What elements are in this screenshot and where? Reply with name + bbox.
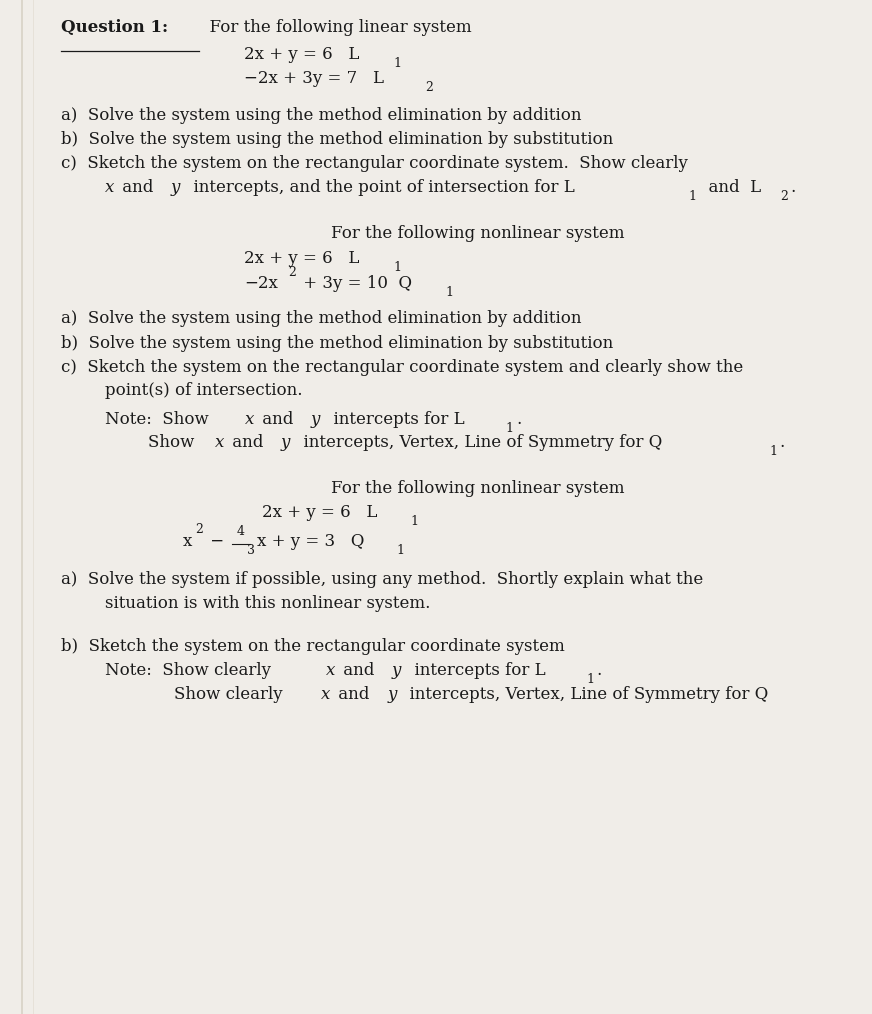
Text: situation is with this nonlinear system.: situation is with this nonlinear system. [105, 595, 430, 612]
Text: 1: 1 [396, 544, 404, 557]
Text: 2x + y = 6   L: 2x + y = 6 L [262, 504, 377, 521]
Text: 2: 2 [195, 523, 203, 536]
Text: −2x: −2x [244, 275, 278, 292]
Text: and: and [117, 178, 159, 196]
Text: a)  Solve the system using the method elimination by addition: a) Solve the system using the method eli… [61, 310, 582, 328]
Text: x: x [215, 434, 224, 451]
Text: .: . [780, 434, 785, 451]
Text: and: and [227, 434, 269, 451]
Text: y: y [311, 411, 321, 428]
Text: Show: Show [148, 434, 200, 451]
Text: 1: 1 [769, 445, 777, 458]
Text: 2: 2 [780, 190, 787, 203]
Text: .: . [516, 411, 521, 428]
Text: 1: 1 [688, 190, 696, 203]
Text: Note:  Show clearly: Note: Show clearly [105, 662, 276, 679]
Text: b)  Solve the system using the method elimination by substitution: b) Solve the system using the method eli… [61, 335, 613, 352]
Text: y: y [170, 178, 180, 196]
Text: For the following nonlinear system: For the following nonlinear system [331, 480, 625, 497]
Text: a)  Solve the system using the method elimination by addition: a) Solve the system using the method eli… [61, 106, 582, 124]
Text: x: x [325, 662, 335, 679]
Text: y: y [392, 662, 401, 679]
Text: b)  Solve the system using the method elimination by substitution: b) Solve the system using the method eli… [61, 131, 613, 148]
Text: and: and [257, 411, 299, 428]
Text: 1: 1 [393, 57, 401, 70]
Text: y: y [387, 685, 397, 703]
Text: b)  Sketch the system on the rectangular coordinate system: b) Sketch the system on the rectangular … [61, 638, 565, 655]
Text: point(s) of intersection.: point(s) of intersection. [105, 382, 302, 400]
Text: intercepts, Vertex, Line of Symmetry for Q: intercepts, Vertex, Line of Symmetry for… [399, 685, 768, 703]
Text: a)  Solve the system if possible, using any method.  Shortly explain what the: a) Solve the system if possible, using a… [61, 571, 704, 588]
Text: 2: 2 [425, 81, 433, 94]
Text: x + y = 3   Q: x + y = 3 Q [257, 532, 364, 550]
Text: .: . [596, 662, 602, 679]
Text: intercepts for L: intercepts for L [404, 662, 545, 679]
Text: 2: 2 [288, 266, 296, 279]
Text: 3: 3 [247, 544, 255, 557]
Text: For the following nonlinear system: For the following nonlinear system [331, 225, 625, 242]
Text: Question 1:: Question 1: [61, 19, 168, 37]
Text: 1: 1 [393, 261, 401, 274]
Text: and: and [337, 662, 379, 679]
Text: Show clearly: Show clearly [174, 685, 289, 703]
Text: 2x + y = 6   L: 2x + y = 6 L [244, 46, 359, 63]
Text: Note:  Show: Note: Show [105, 411, 214, 428]
Text: y: y [281, 434, 290, 451]
Text: c)  Sketch the system on the rectangular coordinate system and clearly show the: c) Sketch the system on the rectangular … [61, 359, 743, 376]
Text: intercepts, and the point of intersection for L: intercepts, and the point of intersectio… [182, 178, 575, 196]
Text: and  L: and L [698, 178, 761, 196]
Text: 1: 1 [445, 286, 453, 299]
Text: .: . [790, 178, 795, 196]
Text: 1: 1 [506, 422, 514, 435]
Text: 2x + y = 6   L: 2x + y = 6 L [244, 249, 359, 267]
Text: −2x + 3y = 7   L: −2x + 3y = 7 L [244, 70, 385, 87]
Text: 4: 4 [237, 525, 245, 538]
Text: x: x [183, 532, 193, 550]
Text: c)  Sketch the system on the rectangular coordinate system.  Show clearly: c) Sketch the system on the rectangular … [61, 155, 688, 172]
Text: intercepts, Vertex, Line of Symmetry for Q: intercepts, Vertex, Line of Symmetry for… [293, 434, 662, 451]
Text: and: and [333, 685, 375, 703]
Text: x: x [105, 178, 114, 196]
Text: + 3y = 10  Q: + 3y = 10 Q [298, 275, 412, 292]
Text: intercepts for L: intercepts for L [324, 411, 465, 428]
Text: 1: 1 [411, 515, 419, 528]
Text: −: − [206, 532, 229, 550]
Text: For the following linear system: For the following linear system [200, 19, 472, 37]
Text: 1: 1 [586, 673, 594, 686]
Text: x: x [245, 411, 255, 428]
Text: x: x [322, 685, 330, 703]
